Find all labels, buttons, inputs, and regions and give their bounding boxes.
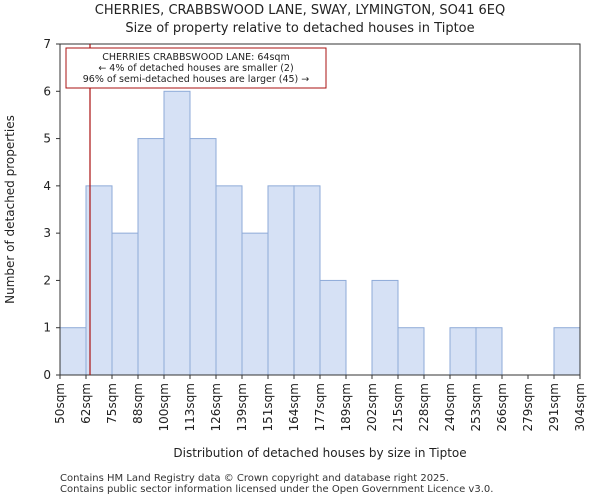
bar-139sqm — [241, 232, 269, 376]
x-tick-label: 126sqm — [209, 383, 223, 431]
bar-100sqm — [163, 90, 191, 376]
bar-240sqm — [449, 327, 477, 376]
x-tick-label: 113sqm — [183, 383, 197, 431]
y-tick-label: 2 — [43, 273, 51, 287]
x-axis: 50sqm 62sqm 75sqm 88sqm 100sqm 113sqm 126sqm 13… — [53, 375, 587, 431]
x-tick-label: 240sqm — [443, 383, 457, 431]
x-tick-label: 139sqm — [235, 383, 249, 431]
bar-151sqm — [267, 185, 295, 376]
bar-164sqm — [293, 185, 321, 376]
annotation-line-2: ← 4% of detached houses are smaller (2) — [98, 63, 293, 74]
y-tick-label: 1 — [43, 321, 51, 335]
x-tick-label: 50sqm — [53, 383, 67, 424]
footer-line-1: Contains HM Land Registry data © Crown c… — [60, 473, 449, 484]
bar-113sqm — [189, 138, 217, 376]
x-tick-label: 291sqm — [547, 383, 561, 431]
x-tick-label: 164sqm — [287, 383, 301, 431]
x-tick-label: 228sqm — [417, 383, 431, 431]
x-tick-label: 189sqm — [339, 383, 353, 431]
x-tick-label: 215sqm — [391, 383, 405, 431]
annotation-frame — [65, 47, 327, 89]
x-tick-label: 62sqm — [79, 383, 93, 424]
x-tick-label: 177sqm — [313, 383, 327, 431]
y-axis: 0 1 2 3 4 5 6 7 — [43, 37, 60, 382]
annotation-box: CHERRIES CRABBSWOOD LANE: 64sqm ← 4% of … — [65, 47, 327, 89]
chart-title: CHERRIES, CRABBSWOOD LANE, SWAY, LYMINGT… — [94, 3, 506, 18]
y-tick-label: 0 — [43, 368, 51, 382]
y-tick-label: 4 — [43, 179, 51, 193]
bar-291sqm — [553, 327, 581, 376]
y-tick-label: 6 — [43, 84, 51, 98]
x-tick-label: 266sqm — [495, 383, 509, 431]
chart-subtitle: Size of property relative to detached ho… — [125, 21, 475, 36]
x-tick-label: 202sqm — [365, 383, 379, 431]
y-tick-label: 3 — [43, 226, 51, 240]
bar-177sqm — [319, 279, 347, 376]
bar-215sqm — [397, 327, 425, 376]
bars-group — [59, 90, 581, 376]
x-tick-label: 100sqm — [157, 383, 171, 431]
x-tick-label: 75sqm — [105, 383, 119, 424]
x-tick-label: 279sqm — [521, 383, 535, 431]
annotation-line-3: 96% of semi-detached houses are larger (… — [83, 74, 310, 85]
y-tick-label: 7 — [43, 37, 51, 51]
plot-frame — [59, 43, 581, 376]
bar-88sqm — [137, 138, 165, 376]
x-tick-label: 253sqm — [469, 383, 483, 431]
bar-202sqm — [371, 279, 399, 376]
bar-126sqm — [215, 185, 243, 376]
x-tick-label: 151sqm — [261, 383, 275, 431]
annotation-line-1: CHERRIES CRABBSWOOD LANE: 64sqm — [102, 52, 289, 63]
bar-253sqm — [475, 327, 503, 376]
bar-75sqm — [111, 232, 139, 376]
y-tick-label: 5 — [43, 132, 51, 146]
x-tick-label: 304sqm — [573, 383, 587, 431]
x-tick-label: 88sqm — [131, 383, 145, 424]
bar-50sqm — [59, 327, 87, 376]
footer-line-2: Contains public sector information licen… — [60, 484, 494, 495]
x-axis-label: Distribution of detached houses by size … — [173, 446, 466, 460]
y-axis-label: Number of detached properties — [3, 115, 17, 304]
